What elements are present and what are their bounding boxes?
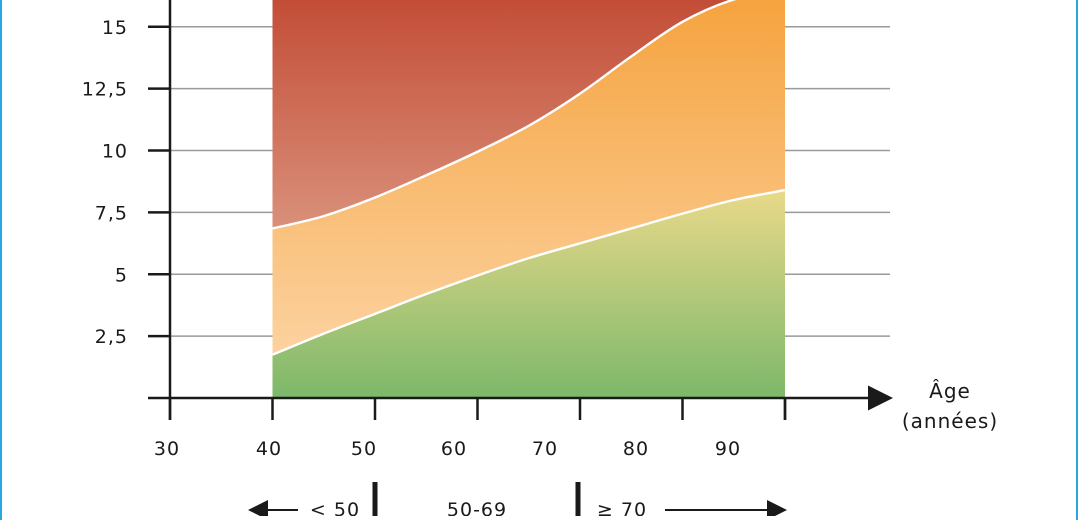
chart-labels: 30 40 50 60 70 80 90 2,5 5 7,5 10 12,5 15 Âge (années) [82, 17, 998, 460]
series-curves [272, 0, 786, 356]
age-group-label: ≥ 70 [597, 499, 647, 516]
zone-medium [272, 0, 785, 355]
y-tick-label: 10 [102, 141, 128, 163]
zone-low [272, 190, 785, 397]
x-tick-label: 50 [351, 438, 377, 460]
age-group-label: < 50 [310, 499, 360, 516]
x-tick-label: 70 [532, 438, 558, 460]
x-tick-label: 40 [256, 438, 282, 460]
x-tick-label: 80 [623, 438, 649, 460]
zone-high [272, 0, 733, 229]
chart-axes [148, 0, 893, 420]
age-groups: < 50 50-69 ≥ 70 [248, 482, 787, 516]
x-tick-label: 60 [441, 438, 467, 460]
age-group-label: 50-69 [447, 499, 507, 516]
y-tick-label: 2,5 [95, 326, 128, 348]
y-tick-label: 7,5 [95, 202, 128, 224]
y-tick-label: 15 [102, 17, 128, 39]
y-tick-label: 5 [115, 264, 128, 286]
series-line-lower [272, 188, 786, 356]
x-axis-title-line1: Âge [929, 379, 971, 403]
y-tick-label: 12,5 [82, 79, 128, 101]
chart-zones [272, 0, 785, 397]
series-line-upper [272, 0, 737, 230]
x-axis-title-line2: (années) [902, 409, 998, 433]
x-tick-label: 90 [715, 438, 741, 460]
x-tick-label: 30 [154, 438, 180, 460]
